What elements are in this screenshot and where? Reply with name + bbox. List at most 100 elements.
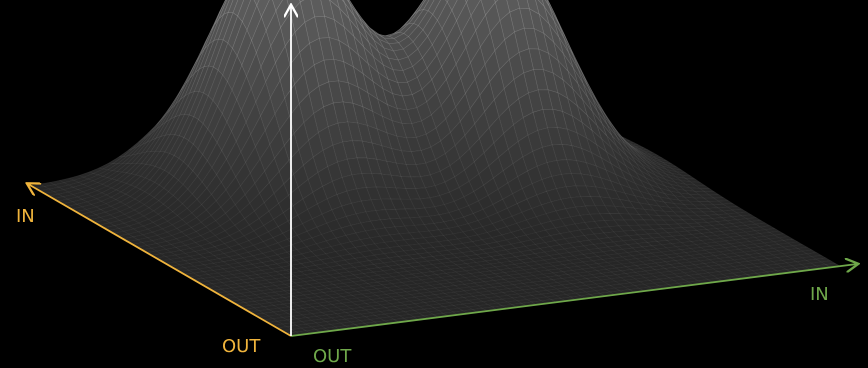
surface-cell bbox=[557, 267, 574, 273]
surface-cell bbox=[299, 0, 305, 3]
surface-cell bbox=[585, 283, 602, 289]
surface-cell bbox=[756, 258, 774, 264]
surface-cell bbox=[552, 72, 569, 99]
surface-cell bbox=[130, 175, 146, 188]
surface-cell bbox=[615, 158, 632, 176]
surface-cell bbox=[641, 237, 658, 243]
surface-cell bbox=[422, 44, 438, 69]
surface-cell bbox=[445, 0, 449, 3]
surface-cell bbox=[649, 184, 666, 195]
surface-cell bbox=[423, 223, 440, 232]
surface-cell bbox=[203, 66, 219, 97]
surface-cell bbox=[666, 231, 683, 237]
surface-cell bbox=[85, 206, 102, 213]
surface-cell bbox=[341, 0, 345, 4]
surface-cell bbox=[734, 238, 751, 243]
surface-cell bbox=[621, 255, 638, 261]
surface-cell bbox=[723, 246, 741, 251]
surface-cell bbox=[528, 256, 545, 262]
surface-cell bbox=[409, 198, 426, 210]
surface-cell bbox=[573, 245, 590, 252]
surface-cell bbox=[587, 256, 604, 262]
surface-cell bbox=[53, 182, 70, 188]
surface-cell bbox=[277, 238, 293, 249]
surface-cell bbox=[682, 211, 699, 217]
surface-cell bbox=[253, 0, 260, 7]
surface-cell bbox=[320, 0, 335, 21]
surface-cell bbox=[800, 262, 817, 268]
surface-cell bbox=[619, 199, 635, 209]
surface-cell bbox=[693, 191, 710, 196]
surface-cell bbox=[708, 251, 726, 257]
surface-cell bbox=[185, 55, 201, 85]
surface-cell bbox=[704, 241, 722, 247]
surface-cell bbox=[644, 269, 661, 275]
surface-cell bbox=[747, 259, 764, 265]
surface-cell bbox=[383, 47, 399, 61]
surface-cell bbox=[513, 72, 529, 100]
surface-cell bbox=[548, 253, 565, 260]
surface-cell bbox=[133, 204, 150, 214]
surface-cell bbox=[373, 39, 390, 59]
surface-cell bbox=[759, 225, 776, 230]
surface-cell bbox=[679, 174, 697, 180]
surface-cell bbox=[436, 258, 453, 264]
surface-cell bbox=[635, 257, 652, 262]
surface-cell bbox=[575, 278, 593, 283]
surface-cell bbox=[92, 176, 109, 183]
surface-cell bbox=[556, 280, 573, 286]
surface-cell bbox=[401, 94, 418, 111]
surface-cell bbox=[343, 0, 355, 17]
surface-cell bbox=[518, 92, 534, 119]
surface-cell bbox=[721, 209, 738, 215]
surface-cell bbox=[678, 199, 695, 206]
surface-cell bbox=[218, 0, 230, 19]
surface-cell bbox=[549, 233, 566, 241]
surface-cell bbox=[328, 37, 344, 63]
surface-cell bbox=[616, 145, 632, 165]
surface-cell bbox=[614, 286, 631, 292]
surface-cell bbox=[722, 266, 739, 271]
surface-cell bbox=[114, 204, 131, 212]
surface-cell bbox=[639, 273, 656, 279]
surface-cell bbox=[540, 201, 557, 215]
surface-cell bbox=[389, 217, 406, 228]
surface-cell bbox=[744, 230, 761, 236]
surface-cell bbox=[561, 276, 578, 282]
surface-cell bbox=[684, 257, 701, 263]
surface-cell bbox=[146, 119, 162, 137]
surface-cell bbox=[357, 86, 373, 112]
surface-cell bbox=[347, 0, 350, 4]
surface-cell bbox=[96, 185, 113, 194]
surface-cell bbox=[749, 233, 766, 238]
surface-cell bbox=[571, 268, 588, 274]
surface-cell bbox=[767, 244, 785, 249]
surface-cell bbox=[609, 180, 626, 194]
surface-cell bbox=[610, 263, 628, 269]
surface-cell bbox=[532, 267, 550, 272]
surface-cell bbox=[456, 255, 473, 261]
surface-cell bbox=[396, 108, 413, 125]
surface-mesh bbox=[29, 0, 841, 337]
surface-cell bbox=[343, 61, 359, 88]
surface-cell bbox=[667, 223, 684, 229]
surface-cell bbox=[718, 256, 735, 262]
surface-cell bbox=[627, 144, 643, 160]
surface-cell bbox=[457, 236, 473, 244]
surface-cell bbox=[744, 223, 762, 229]
surface-cell bbox=[629, 281, 646, 286]
surface-cell bbox=[776, 262, 793, 268]
surface-cell bbox=[716, 213, 733, 219]
surface-cell bbox=[151, 114, 167, 134]
right-axis-in-label: IN bbox=[810, 284, 829, 305]
surface-cell bbox=[653, 274, 671, 280]
surface-cell bbox=[386, 160, 402, 177]
surface-cell bbox=[819, 260, 837, 265]
surface-cell bbox=[447, 225, 464, 235]
surface-cell bbox=[582, 83, 598, 112]
surface-cell bbox=[66, 196, 84, 203]
surface-cell bbox=[514, 27, 530, 53]
surface-cell bbox=[314, 15, 330, 39]
surface-cell bbox=[594, 282, 612, 288]
surface-cell bbox=[624, 178, 641, 192]
